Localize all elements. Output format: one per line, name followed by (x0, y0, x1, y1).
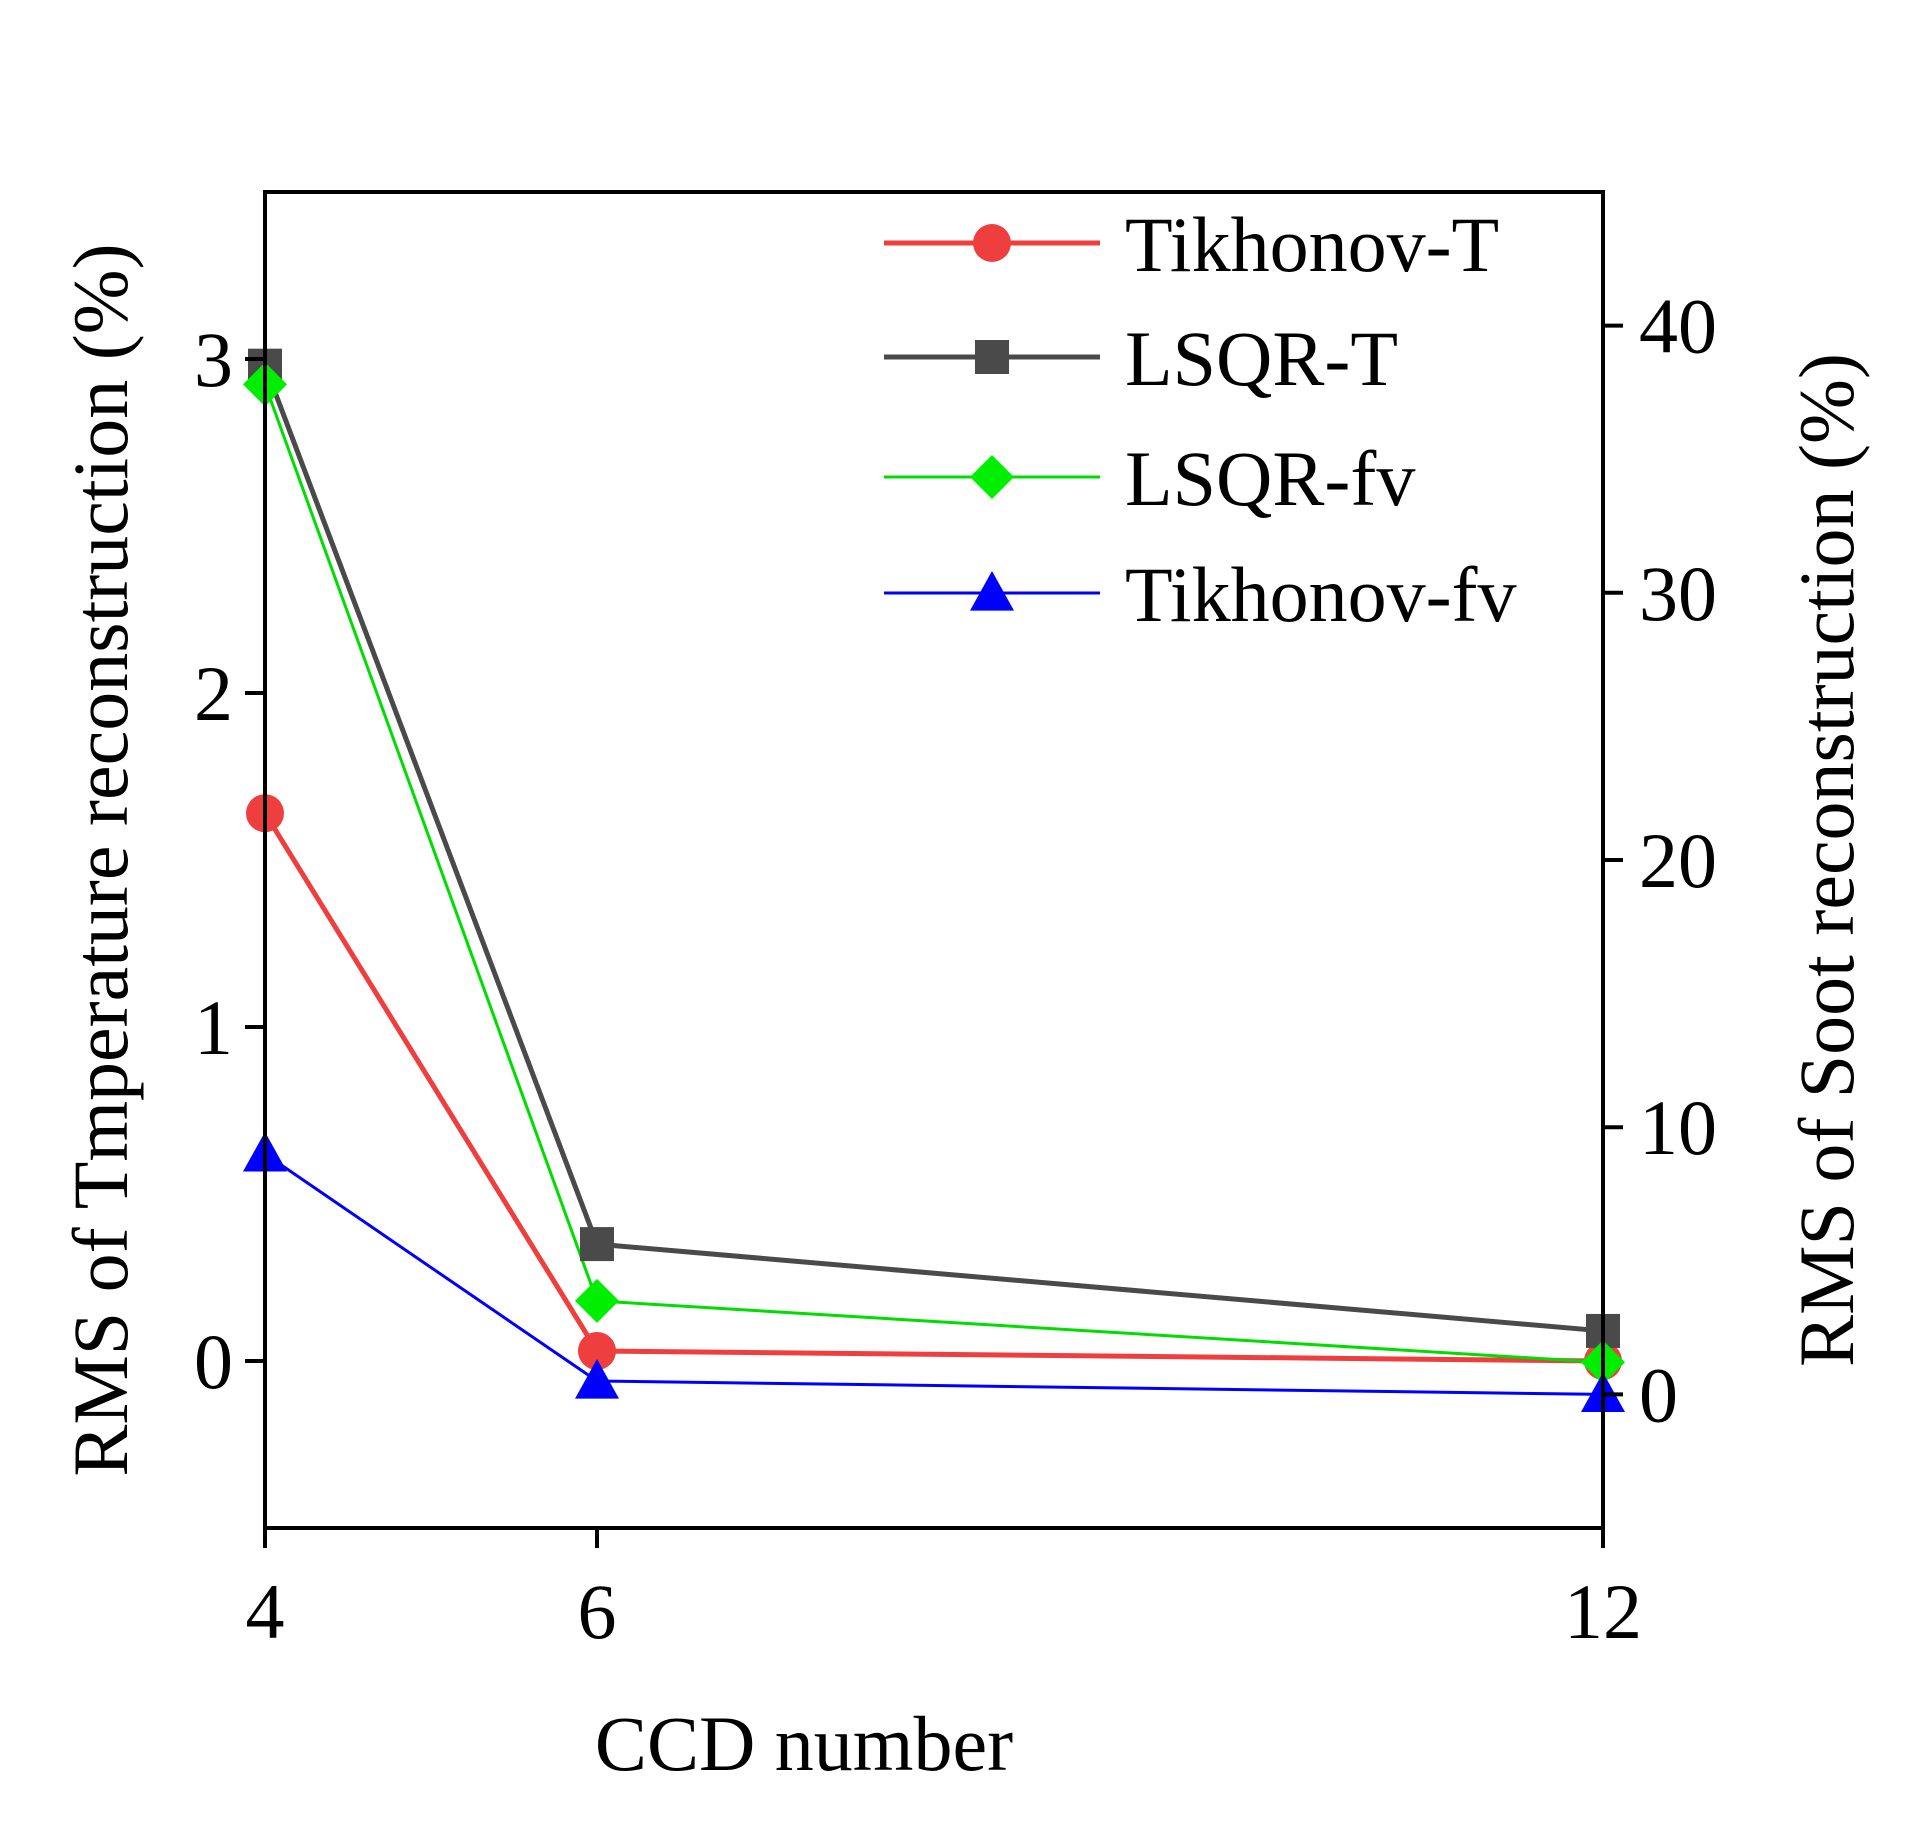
data-point-lsqr-fv (575, 1278, 619, 1323)
x-tick-label: 12 (1564, 1568, 1642, 1655)
x-tick-label: 6 (578, 1568, 617, 1655)
legend-label-lsqr-fv: LSQR-fv (1125, 435, 1415, 522)
legend-label-lsqr-t: LSQR-T (1125, 315, 1398, 402)
series-line-lsqr-fv (263, 383, 1604, 1364)
y-tick-label: 0 (194, 1318, 233, 1405)
y2-tick-label: 30 (1639, 550, 1717, 637)
legend-marker-lsqr-t (975, 340, 1009, 374)
x-tick-label: 4 (246, 1568, 285, 1655)
legend-label-tikhonov-fv: Tikhonov-fv (1125, 551, 1517, 638)
x-axis-title: CCD number (595, 1700, 1013, 1787)
legend-label-tikhonov-t: Tikhonov-T (1125, 201, 1499, 288)
series-markers (243, 348, 1625, 1412)
y2-tick-label: 0 (1639, 1351, 1678, 1438)
y2-tick-label: 20 (1639, 817, 1717, 904)
y-axis-title-left: RMS of Tmperature reconstruction (%) (57, 243, 144, 1476)
legend-marker-lsqr-fv (970, 455, 1014, 499)
y-tick-label: 3 (194, 316, 233, 403)
y-tick-label: 1 (194, 984, 233, 1071)
data-point-tikhonov-t (578, 1331, 616, 1370)
legend-marker-tikhonov-t (973, 224, 1011, 262)
plot-frame (263, 190, 1605, 1530)
y-axis-title-right: RMS of Soot reconstruction (%) (1783, 353, 1870, 1367)
y2-tick-label: 40 (1639, 283, 1717, 370)
legend-marker-tikhonov-fv (970, 571, 1014, 611)
data-point-tikhonov-fv (575, 1359, 619, 1399)
y-tick-label: 2 (194, 650, 233, 737)
data-point-lsqr-t (580, 1227, 614, 1262)
y2-tick-label: 10 (1639, 1084, 1717, 1171)
legend: Tikhonov-T LSQR-T LSQR-fv Tikhonov-fv (884, 201, 1517, 638)
